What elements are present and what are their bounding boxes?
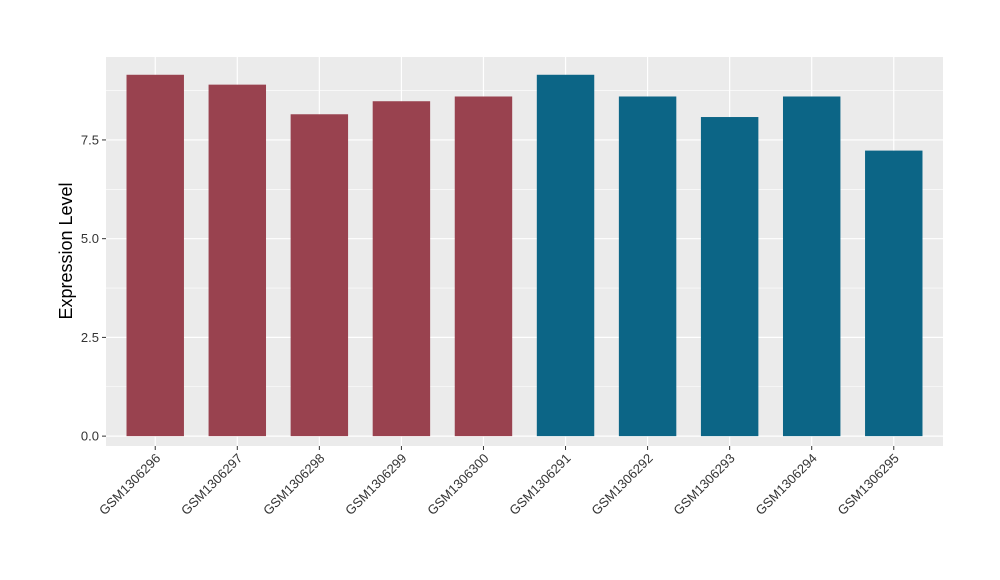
x-tick-label: GSM1306297 bbox=[178, 451, 245, 518]
bar-GSM1306293 bbox=[700, 117, 759, 437]
x-tick-label: GSM1306295 bbox=[835, 451, 902, 518]
y-tick-label: 7.5 bbox=[81, 132, 99, 147]
bars bbox=[126, 74, 923, 437]
x-axis: GSM1306296 GSM1306297 GSM1306298 GSM1306299… bbox=[96, 446, 902, 518]
x-tick-label: GSM1306293 bbox=[670, 451, 737, 518]
x-tick-label: GSM1306299 bbox=[342, 451, 409, 518]
x-tick-label: GSM1306296 bbox=[96, 451, 163, 518]
bar-GSM1306295 bbox=[865, 150, 923, 437]
y-axis: 0.0 2.5 5.0 7.5 bbox=[81, 132, 106, 444]
x-tick-label: GSM1306300 bbox=[424, 451, 491, 518]
x-tick-label: GSM1306298 bbox=[260, 451, 327, 518]
x-tick-label: GSM1306294 bbox=[752, 451, 819, 518]
bar-GSM1306299 bbox=[372, 101, 431, 437]
bar-GSM1306291 bbox=[536, 74, 595, 437]
bar-GSM1306294 bbox=[782, 96, 841, 437]
x-tick-label: GSM1306292 bbox=[588, 451, 655, 518]
bar-GSM1306292 bbox=[618, 96, 677, 437]
y-tick-label: 2.5 bbox=[81, 330, 99, 345]
bar-GSM1306297 bbox=[208, 84, 267, 437]
bar-GSM1306300 bbox=[454, 96, 513, 437]
y-axis-title: Expression Level bbox=[56, 182, 76, 319]
y-tick-label: 5.0 bbox=[81, 231, 99, 246]
bar-GSM1306298 bbox=[290, 114, 349, 437]
x-tick-label: GSM1306291 bbox=[506, 451, 573, 518]
y-tick-label: 0.0 bbox=[81, 429, 99, 444]
bar-GSM1306296 bbox=[126, 74, 184, 437]
